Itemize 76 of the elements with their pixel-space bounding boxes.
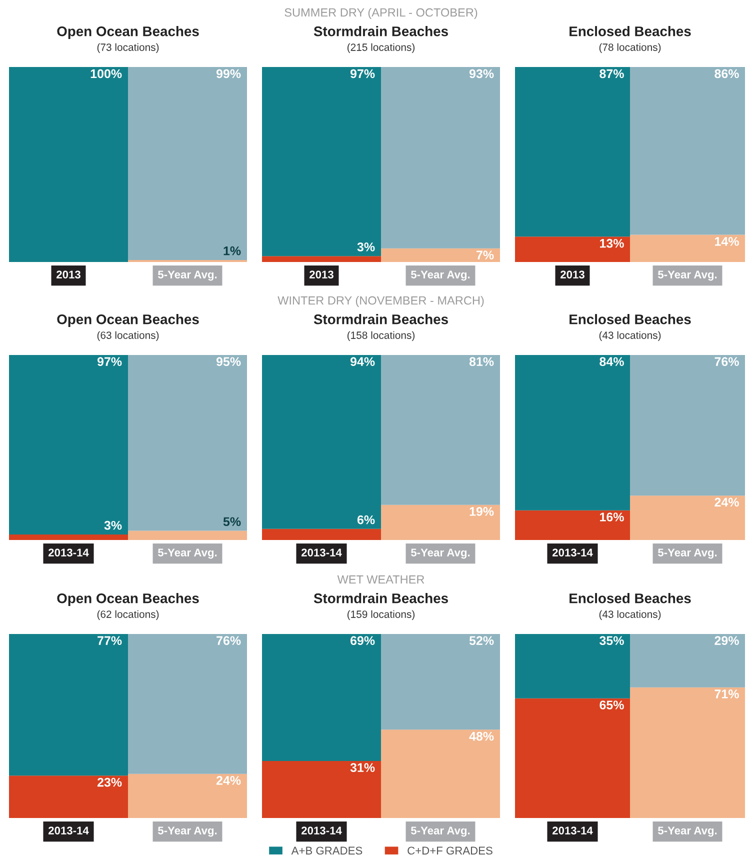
x-tick-label: 5-Year Avg.: [158, 826, 217, 837]
data-label: 94%: [350, 357, 375, 366]
data-label: 76%: [216, 636, 241, 646]
data-label: 97%: [350, 69, 375, 78]
data-label: 99%: [216, 69, 241, 78]
chart-title: Stormdrain Beaches: [314, 26, 448, 36]
chart-subtitle: (43 locations): [599, 610, 661, 620]
data-label: 77%: [98, 636, 122, 645]
data-label: 81%: [469, 357, 494, 366]
x-tick-label: 5-Year Avg.: [410, 826, 470, 837]
data-label: 5%: [223, 517, 241, 526]
data-label: 65%: [600, 700, 624, 710]
chart-title: Enclosed Beaches: [570, 26, 691, 36]
data-label: 31%: [350, 763, 375, 772]
data-label: 100%: [90, 69, 122, 78]
legend-label: A+B GRADES: [291, 846, 362, 855]
data-label: 3%: [357, 242, 375, 252]
chart-title: Stormdrain Beaches: [314, 314, 448, 324]
data-label: 86%: [714, 69, 739, 78]
x-tick-label: 2013-14: [302, 548, 342, 557]
x-tick-label: 5-Year Avg.: [658, 270, 717, 281]
x-tick-label: 5-Year Avg.: [410, 548, 470, 559]
data-label: 24%: [714, 498, 739, 507]
chart-title: Open Ocean Beaches: [57, 593, 199, 606]
x-tick-label: 2013: [56, 270, 80, 279]
data-label: 84%: [600, 357, 624, 366]
data-label: 95%: [216, 357, 241, 366]
x-tick-label: 2013-14: [48, 548, 89, 557]
x-tick-label: 2013: [310, 270, 334, 279]
text: WET WEATHER: [337, 575, 424, 584]
data-label: 16%: [600, 512, 624, 522]
chart-title: Enclosed Beaches: [570, 593, 691, 604]
chart-subtitle: (63 locations): [97, 331, 159, 341]
data-label: 13%: [600, 238, 624, 248]
chart-subtitle: (78 locations): [599, 43, 661, 53]
x-tick-label: 5-Year Avg.: [410, 270, 470, 281]
x-tick-label: 2013: [560, 270, 584, 279]
data-label: 76%: [714, 357, 739, 366]
chart-title: Stormdrain Beaches: [314, 593, 448, 604]
data-label: 87%: [600, 69, 624, 78]
chart-subtitle: (215 locations): [347, 43, 415, 53]
data-label: 6%: [357, 515, 375, 524]
chart-title: Enclosed Beaches: [570, 314, 691, 324]
text: WINTER DRY (NOVEMBER - MARCH): [278, 296, 484, 307]
text: SUMMER DRY (APRIL - OCTOBER): [284, 8, 478, 19]
chart-title: Open Ocean Beaches: [57, 26, 199, 39]
data-label: 35%: [600, 636, 624, 646]
chart-subtitle: (62 locations): [97, 610, 159, 620]
chart-subtitle: (43 locations): [599, 331, 661, 341]
data-label: 93%: [469, 69, 494, 78]
data-label: 97%: [97, 357, 122, 366]
data-label: 3%: [104, 520, 122, 530]
x-tick-label: 5-Year Avg.: [158, 548, 217, 559]
x-tick-label: 5-Year Avg.: [658, 548, 717, 559]
x-tick-label: 2013-14: [48, 826, 89, 835]
data-label: 7%: [476, 250, 494, 260]
x-tick-label: 5-Year Avg.: [658, 826, 717, 837]
data-label: 24%: [216, 776, 241, 785]
data-label: 23%: [97, 778, 122, 787]
chart-title: Open Ocean Beaches: [57, 314, 199, 327]
chart-subtitle: (159 locations): [347, 610, 415, 620]
data-label: 69%: [350, 636, 375, 646]
data-label: 14%: [715, 237, 739, 246]
data-label: 1%: [224, 246, 241, 256]
data-label: 48%: [469, 732, 494, 741]
legend-label: C+D+F GRADES: [408, 846, 492, 855]
data-label: 71%: [714, 690, 739, 698]
data-label: 19%: [470, 507, 494, 516]
x-tick-label: 5-Year Avg.: [158, 270, 217, 281]
x-tick-label: 2013-14: [552, 548, 593, 557]
x-tick-label: 2013-14: [552, 826, 593, 835]
data-label: 52%: [469, 636, 494, 646]
x-tick-label: 2013-14: [302, 826, 342, 835]
chart-subtitle: (73 locations): [97, 43, 159, 53]
chart-subtitle: (158 locations): [347, 331, 415, 341]
data-label: 29%: [714, 636, 739, 646]
